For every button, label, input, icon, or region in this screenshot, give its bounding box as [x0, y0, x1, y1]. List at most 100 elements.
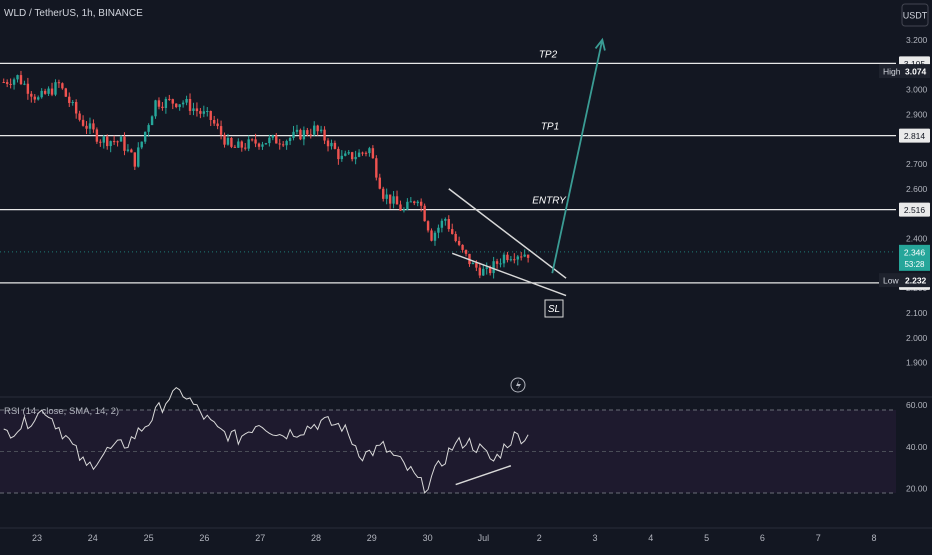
candle-body: [347, 152, 350, 154]
candle-body: [423, 205, 426, 222]
candle-body: [164, 98, 168, 108]
candle-body: [392, 196, 395, 204]
price-tick-label: 2.700: [906, 159, 928, 169]
candle-body: [406, 201, 409, 210]
currency-badge[interactable]: USDT: [901, 3, 929, 27]
candle-body: [188, 99, 192, 111]
candle-body: [9, 83, 12, 85]
currency-badge-box[interactable]: [901, 3, 929, 27]
low-tag-label: Low: [883, 276, 899, 286]
wedge-lower-trendline[interactable]: [451, 252, 567, 297]
candle-body: [375, 158, 378, 178]
candle-body: [130, 149, 133, 153]
candle-body: [195, 108, 199, 112]
candle-body: [109, 141, 112, 147]
level-price-tag-box: [899, 128, 930, 143]
candle-body: [244, 147, 247, 149]
price-tick-label: 3.200: [906, 35, 928, 45]
projection-arrow-head[interactable]: [594, 37, 606, 51]
candle-body: [202, 111, 206, 114]
candle-body: [316, 125, 319, 132]
candle-body: [451, 229, 454, 234]
projection-arrow-line[interactable]: [551, 39, 604, 274]
level-label-tp2: TP2: [539, 49, 558, 60]
candle-body: [199, 111, 202, 114]
candle-body: [157, 100, 161, 107]
current-price-tag: 2.346: [904, 247, 926, 257]
candle-body: [475, 262, 478, 268]
candle-body: [264, 143, 268, 145]
projection-arrow[interactable]: [551, 37, 606, 274]
time-tick-label: 27: [255, 533, 265, 543]
candle-body: [271, 135, 275, 138]
candle-body: [281, 144, 285, 146]
candle-body: [485, 267, 488, 269]
price-tick-label: 2.900: [906, 109, 928, 119]
level-label-tp1: TP1: [541, 122, 559, 133]
candle-body: [278, 143, 281, 145]
candle-body: [419, 201, 423, 206]
time-tick-label: 2: [537, 533, 542, 543]
candle-body: [81, 119, 85, 126]
candle-body: [440, 220, 444, 228]
candle-body: [178, 104, 181, 108]
candle-body: [12, 79, 16, 85]
candle-body: [168, 98, 171, 100]
candle-body: [133, 152, 137, 167]
replay-button[interactable]: [510, 377, 526, 393]
candle-body: [106, 136, 109, 147]
candle-body: [526, 254, 530, 258]
candle-body: [237, 141, 240, 148]
replay-circle[interactable]: [510, 377, 526, 393]
candle-body: [368, 148, 371, 154]
time-tick-label: 29: [367, 533, 377, 543]
candle-body: [261, 144, 264, 147]
candle-body: [516, 256, 519, 260]
candle-body: [143, 131, 147, 142]
candle-body: [23, 83, 26, 85]
candle-body: [430, 230, 433, 241]
candle-body: [344, 153, 347, 156]
candle-body: [454, 233, 457, 241]
level-price-tag: 2.516: [904, 205, 926, 215]
candle-body: [457, 240, 461, 245]
candle-body: [378, 177, 381, 189]
candle-body: [299, 129, 302, 140]
candle-body: [337, 148, 340, 160]
candle-body: [447, 219, 450, 230]
time-tick-label: 28: [311, 533, 321, 543]
candlestick-series[interactable]: [2, 70, 530, 279]
candle-body: [50, 88, 54, 95]
candle-body: [171, 99, 174, 104]
candle-body: [209, 110, 212, 120]
candle-body: [426, 221, 430, 231]
candle-body: [185, 99, 188, 103]
candle-body: [333, 142, 337, 149]
trade-levels: TP2 TP1 ENTRY SL: [0, 49, 896, 318]
candle-body: [78, 113, 81, 120]
candle-body: [513, 259, 516, 261]
candle-body: [47, 88, 50, 94]
candle-body: [482, 268, 485, 276]
candle-body: [16, 75, 19, 80]
rsi-axis[interactable]: 20.00 40.00 60.00: [906, 400, 928, 494]
candle-body: [295, 129, 299, 132]
time-tick-label: 24: [88, 533, 98, 543]
candle-body: [382, 188, 385, 199]
level-label-box-sl: [544, 299, 564, 318]
candle-body: [395, 196, 399, 205]
candle-body: [123, 136, 126, 151]
candle-body: [413, 201, 416, 204]
candle-body: [354, 156, 357, 160]
candle-body: [175, 103, 178, 108]
rsi-tick-label: 60.00: [906, 400, 928, 410]
time-axis[interactable]: 23 24 25 26 27 28 29 30 Jul 2 3 4 5 6 7 8: [32, 533, 877, 543]
time-tick-label: Jul: [478, 533, 490, 543]
rsi-divergence-line[interactable]: [455, 465, 512, 486]
candle-body: [112, 141, 116, 143]
candle-body: [88, 123, 92, 129]
wedge-upper-trendline[interactable]: [448, 188, 567, 279]
low-tag-value: 2.232: [905, 276, 927, 286]
